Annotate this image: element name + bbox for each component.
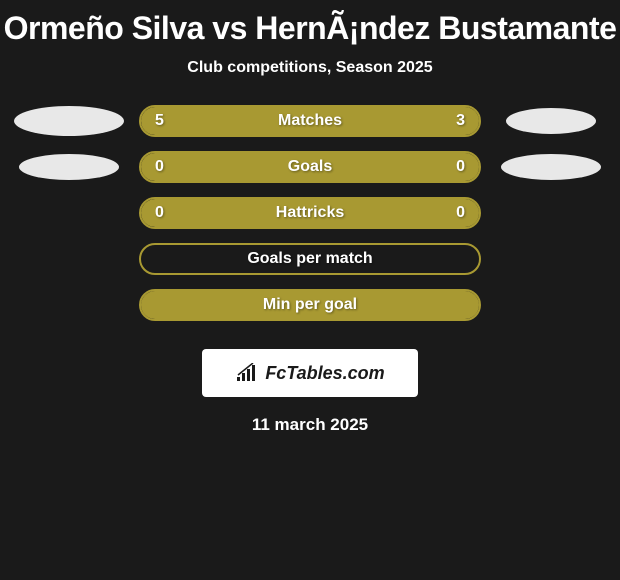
bar-fill-left-goals: [141, 153, 310, 181]
comparison-widget: Ormeño Silva vs HernÃ¡ndez Bustamante Cl…: [0, 0, 620, 445]
ellipse-right-goals: [501, 154, 601, 180]
subtitle: Club competitions, Season 2025: [187, 59, 432, 77]
ellipse-wrap-right: [491, 154, 611, 180]
stat-row-goals: 0 Goals 0: [0, 151, 620, 183]
stat-row-mpg: Min per goal: [0, 289, 620, 321]
bar-gpm: Goals per match: [139, 243, 481, 275]
ellipse-wrap-left: [9, 106, 129, 136]
ellipse-wrap-right: [491, 108, 611, 134]
bar-fill-right-goals: [310, 153, 479, 181]
bar-value-right-goals: 0: [456, 158, 465, 176]
stat-row-hattricks: 0 Hattricks 0: [0, 197, 620, 229]
ellipse-left-matches: [14, 106, 124, 136]
stat-row-gpm: Goals per match: [0, 243, 620, 275]
ellipse-right-matches: [506, 108, 596, 134]
date-text: 11 march 2025: [252, 415, 368, 435]
bar-label-goals: Goals: [288, 158, 332, 176]
bar-matches: 5 Matches 3: [139, 105, 481, 137]
bar-hattricks: 0 Hattricks 0: [139, 197, 481, 229]
stat-row-matches: 5 Matches 3: [0, 105, 620, 137]
bar-label-mpg: Min per goal: [263, 296, 357, 314]
page-title: Ormeño Silva vs HernÃ¡ndez Bustamante: [4, 10, 617, 47]
bar-value-left-matches: 5: [155, 112, 164, 130]
ellipse-left-goals: [19, 154, 119, 180]
bar-label-matches: Matches: [278, 112, 342, 130]
bar-label-gpm: Goals per match: [247, 250, 372, 268]
bar-goals: 0 Goals 0: [139, 151, 481, 183]
bar-value-left-hattricks: 0: [155, 204, 164, 222]
logo-box[interactable]: FcTables.com: [202, 349, 418, 397]
chart-icon: [235, 363, 259, 383]
bar-value-right-hattricks: 0: [456, 204, 465, 222]
bar-value-left-goals: 0: [155, 158, 164, 176]
bar-value-right-matches: 3: [456, 112, 465, 130]
logo-text: FcTables.com: [265, 363, 384, 384]
ellipse-wrap-left: [9, 154, 129, 180]
bar-mpg: Min per goal: [139, 289, 481, 321]
bar-label-hattricks: Hattricks: [276, 204, 344, 222]
